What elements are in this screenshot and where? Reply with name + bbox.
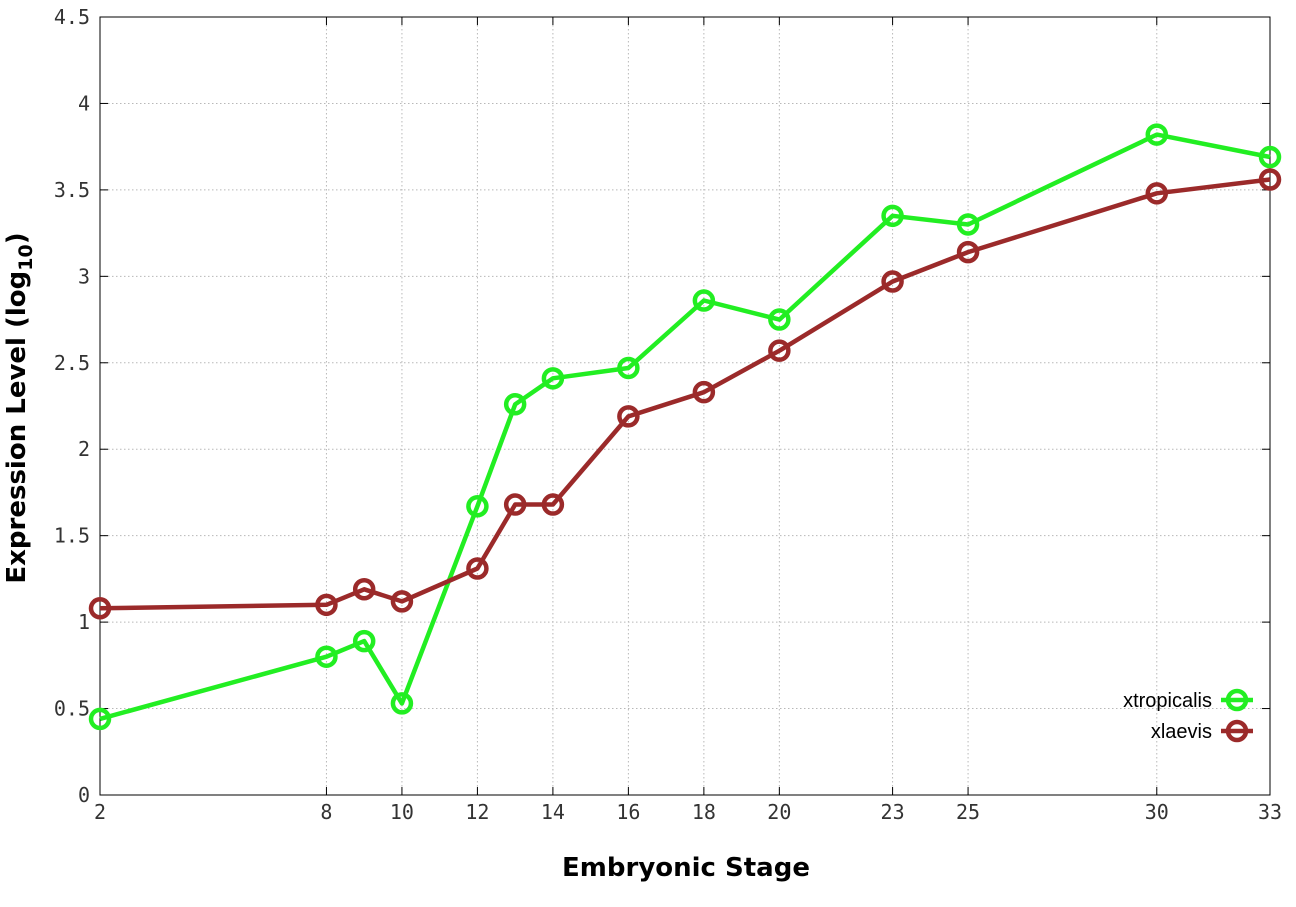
data-point-xlaevis [881, 270, 904, 293]
x-tick-label: 8 [320, 800, 332, 824]
y-tick-label: 1.5 [54, 524, 90, 548]
data-point-xtropicalis [617, 356, 640, 380]
x-tick-label: 10 [390, 800, 414, 824]
legend-marker-xlaevis [1225, 719, 1249, 743]
data-point-xtropicalis [1258, 145, 1282, 169]
series-line-xtropicalis [99, 132, 1271, 722]
x-tick-label: 20 [767, 800, 791, 824]
data-point-xlaevis [1258, 168, 1282, 191]
y-tick-label: 4 [78, 91, 90, 115]
data-point-xlaevis [1145, 182, 1169, 205]
axes: 0 0.5 1 1.5 2 2.5 3 3.5 4 4.5 2 8 10 12 14 16 18 20 23 25 30… [54, 5, 1282, 824]
y-axis-title-close: ) [2, 232, 32, 244]
y-tick-label: 3.5 [54, 178, 90, 202]
data-point-xtropicalis [768, 308, 791, 331]
data-point-xtropicalis [503, 393, 527, 416]
data-point-xtropicalis [881, 204, 904, 228]
x-tick-label: 12 [465, 800, 489, 824]
data-point-xtropicalis [466, 495, 489, 518]
legend-marker-xtropicalis [1225, 688, 1249, 712]
y-tick-label: 1 [78, 610, 90, 634]
legend-label-xlaevis: xlaevis [1151, 721, 1212, 743]
data-point-xtropicalis [352, 629, 376, 653]
x-tick-label: 23 [881, 800, 905, 824]
data-point-xtropicalis [390, 692, 414, 715]
data-point-xlaevis [390, 590, 414, 613]
data-point-xtropicalis [956, 213, 980, 236]
data-point-xtropicalis [1145, 123, 1169, 146]
data-point-xlaevis [503, 493, 527, 516]
y-tick-label: 2.5 [54, 351, 90, 375]
y-tick-label: 3 [78, 264, 90, 288]
x-tick-label: 33 [1258, 800, 1282, 824]
data-point-xlaevis [692, 380, 716, 404]
x-tick-label: 16 [616, 800, 640, 824]
x-tick-label: 2 [94, 800, 106, 824]
data-point-xlaevis [768, 339, 791, 362]
y-tick-label: 0.5 [54, 697, 90, 721]
y-axis-title-main: Expression Level (log [2, 271, 32, 584]
x-tick-label: 14 [541, 800, 565, 824]
x-tick-label: 25 [956, 800, 980, 824]
data-point-xlaevis [541, 493, 565, 516]
data-point-xtropicalis [88, 707, 112, 731]
y-tick-label: 2 [78, 437, 90, 461]
data-point-xlaevis [466, 557, 489, 580]
x-tick-label: 30 [1145, 800, 1169, 824]
y-tick-label: 0 [78, 783, 90, 807]
x-axis-title: Embryonic Stage [562, 853, 810, 883]
data-point-xlaevis [88, 597, 112, 620]
y-axis-title: Expression Level (log10) [2, 232, 37, 583]
plot-border [99, 16, 1271, 796]
y-axis-title-subscript: 10 [15, 244, 37, 270]
y-tick-label: 4.5 [54, 5, 90, 29]
series-line-xlaevis [99, 177, 1271, 611]
data-point-xtropicalis [541, 367, 565, 390]
legend-label-xtropicalis: xtropicalis [1123, 690, 1212, 712]
x-tick-label: 18 [692, 800, 716, 824]
data-point-xlaevis [617, 405, 640, 428]
data-point-xlaevis [956, 240, 980, 264]
legend: xtropicalis xlaevis [1123, 688, 1253, 743]
data-point-xlaevis [315, 593, 338, 617]
data-point-xtropicalis [315, 645, 338, 668]
data-point-xtropicalis [692, 289, 716, 312]
data-point-xlaevis [352, 578, 376, 601]
series-layer [88, 123, 1282, 731]
